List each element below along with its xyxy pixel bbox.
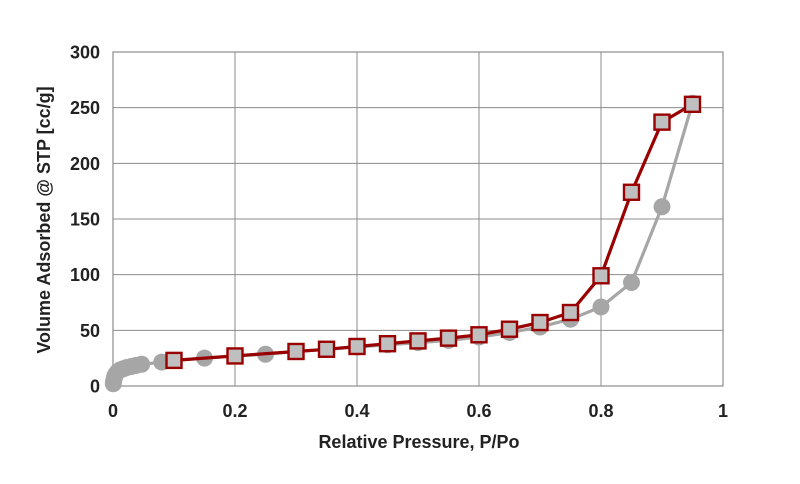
data-point-square [531, 313, 549, 332]
x-tick-label: 0.8 [588, 401, 613, 421]
plot-series [104, 94, 702, 393]
data-point-circle [133, 355, 151, 373]
data-point-square [378, 334, 397, 353]
data-point-square [409, 332, 427, 350]
y-tick-label: 200 [70, 154, 100, 174]
data-point-square [317, 340, 336, 358]
desorption-series [165, 95, 702, 370]
data-point-square [348, 337, 366, 356]
y-tick-label: 300 [70, 43, 100, 63]
data-point-square [226, 347, 244, 365]
axis-ticks: 0 0.2 0.4 0.6 0.8 1 0 50 100 150 200 250 300 [70, 43, 728, 422]
data-point-square [500, 320, 519, 338]
y-tick-label: 150 [70, 210, 100, 230]
y-tick-label: 250 [70, 98, 100, 118]
data-point-square [287, 342, 305, 361]
data-point-square [592, 267, 610, 285]
data-point-circle [653, 198, 671, 216]
data-point-square [470, 326, 488, 344]
x-tick-label: 0.6 [466, 401, 491, 421]
data-point-square [561, 303, 580, 322]
data-point-square [683, 95, 702, 114]
y-axis-title: Volume Adsorbed @ STP [cc/g] [34, 86, 54, 353]
data-point-square [622, 183, 641, 201]
x-axis-title: Relative Pressure, P/Po [318, 432, 519, 452]
x-tick-label: 0 [108, 401, 118, 421]
data-point-circle [592, 298, 610, 316]
data-point-square [653, 113, 671, 131]
y-tick-label: 50 [80, 321, 100, 341]
data-point-square [439, 329, 458, 347]
x-tick-label: 0.2 [222, 401, 247, 421]
data-point-circle [623, 273, 640, 291]
series-line [173, 102, 694, 362]
data-point-square [165, 351, 183, 370]
x-tick-label: 0.4 [344, 401, 369, 421]
x-tick-label: 1 [718, 401, 728, 421]
y-tick-label: 0 [90, 377, 100, 397]
y-tick-label: 100 [70, 265, 100, 285]
